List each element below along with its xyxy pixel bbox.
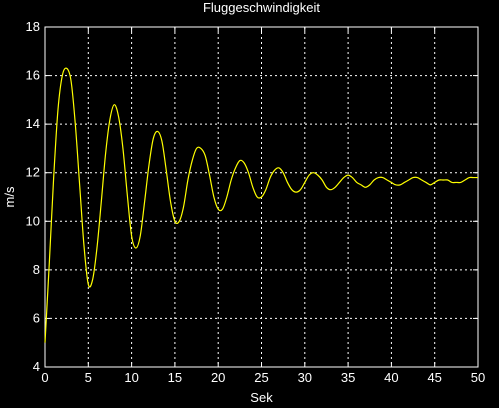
x-tick-label: 50 <box>471 370 485 385</box>
series-line <box>44 67 478 343</box>
y-tick-label: 10 <box>26 213 40 228</box>
x-tick-label: 20 <box>211 370 225 385</box>
x-tick-label: 0 <box>41 370 48 385</box>
tick-labels: 0 5 10 15 20 25 30 35 40 45 50 4 6 8 10 12 14 16 18 <box>26 19 486 385</box>
y-tick-label: 6 <box>33 310 40 325</box>
x-tick-label: 40 <box>384 370 398 385</box>
x-tick-label: 30 <box>298 370 312 385</box>
x-tick-label: 10 <box>124 370 138 385</box>
x-axis-title: Sek <box>250 390 273 405</box>
x-tick-label: 15 <box>168 370 182 385</box>
grid <box>45 27 478 367</box>
x-tick-label: 25 <box>254 370 268 385</box>
axis-ticks <box>44 26 479 368</box>
x-tick-label: 35 <box>341 370 355 385</box>
chart-title: Fluggeschwindigkeit <box>203 0 320 15</box>
y-tick-label: 12 <box>26 165 40 180</box>
y-tick-label: 8 <box>33 262 40 277</box>
y-tick-label: 4 <box>33 359 40 374</box>
y-tick-label: 16 <box>26 68 40 83</box>
y-tick-label: 18 <box>26 19 40 34</box>
x-tick-label: 5 <box>85 370 92 385</box>
x-tick-label: 45 <box>427 370 441 385</box>
y-tick-label: 14 <box>26 116 40 131</box>
y-axis-title: m/s <box>2 186 17 207</box>
